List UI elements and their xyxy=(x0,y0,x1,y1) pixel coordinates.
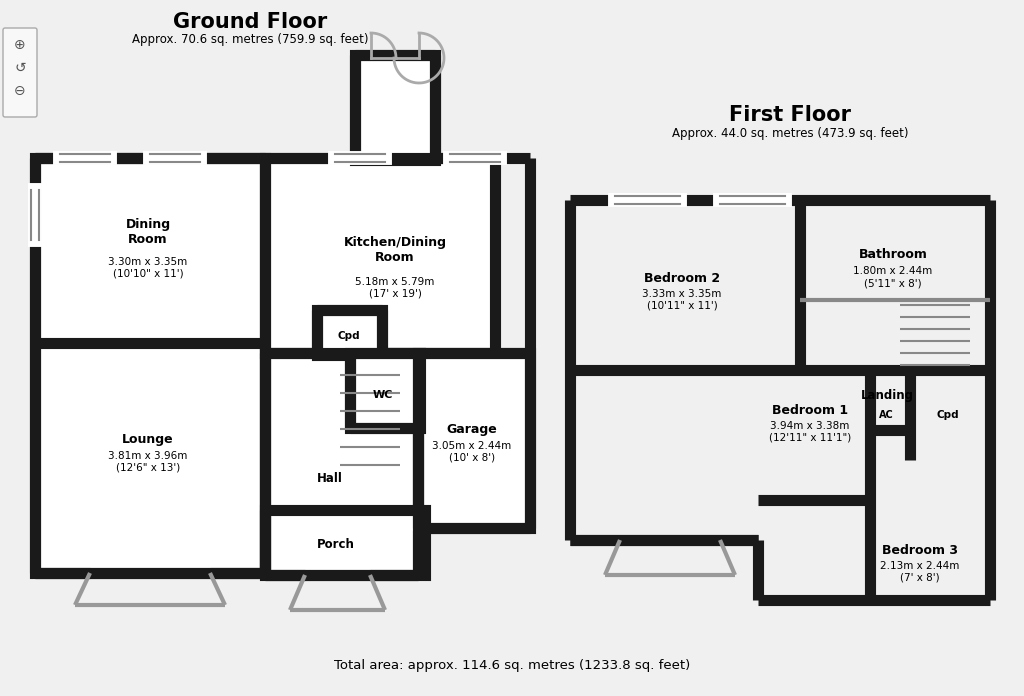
Text: Bedroom 2: Bedroom 2 xyxy=(644,271,720,285)
Text: Bedroom 1: Bedroom 1 xyxy=(772,404,848,416)
Text: First Floor: First Floor xyxy=(729,105,851,125)
Bar xyxy=(350,353,420,428)
Bar xyxy=(317,310,382,355)
Text: Ground Floor: Ground Floor xyxy=(173,12,327,32)
Text: Bedroom 3: Bedroom 3 xyxy=(882,544,958,557)
Text: Kitchen/Dining
Room: Kitchen/Dining Room xyxy=(343,236,446,264)
Bar xyxy=(418,353,530,528)
Bar xyxy=(265,510,425,575)
Text: (7' x 8'): (7' x 8') xyxy=(900,573,940,583)
Text: 2.13m x 2.44m: 2.13m x 2.44m xyxy=(881,561,959,571)
Text: ↺: ↺ xyxy=(14,61,26,75)
Text: (5'11" x 8'): (5'11" x 8') xyxy=(864,278,922,288)
FancyBboxPatch shape xyxy=(3,28,37,117)
Text: (12'11" x 11'1"): (12'11" x 11'1") xyxy=(769,433,851,443)
Text: (10' x 8'): (10' x 8') xyxy=(449,453,495,463)
Text: Porch: Porch xyxy=(317,539,355,551)
Text: 3.33m x 3.35m: 3.33m x 3.35m xyxy=(642,289,722,299)
Text: Approx. 70.6 sq. metres (759.9 sq. feet): Approx. 70.6 sq. metres (759.9 sq. feet) xyxy=(132,33,369,47)
Text: 3.05m x 2.44m: 3.05m x 2.44m xyxy=(432,441,512,451)
Text: ⊖: ⊖ xyxy=(14,84,26,98)
Bar xyxy=(265,158,495,353)
Text: ⊕: ⊕ xyxy=(14,38,26,52)
Text: 1.80m x 2.44m: 1.80m x 2.44m xyxy=(853,266,933,276)
Text: Hall: Hall xyxy=(317,471,343,484)
Text: Garage: Garage xyxy=(446,423,498,436)
Text: 3.81m x 3.96m: 3.81m x 3.96m xyxy=(109,451,187,461)
Bar xyxy=(355,55,435,160)
Text: AC: AC xyxy=(879,410,893,420)
Text: Approx. 44.0 sq. metres (473.9 sq. feet): Approx. 44.0 sq. metres (473.9 sq. feet) xyxy=(672,127,908,139)
Text: (10'10" x 11'): (10'10" x 11') xyxy=(113,269,183,279)
Text: 3.94m x 3.38m: 3.94m x 3.38m xyxy=(770,421,850,431)
Text: Bathroom: Bathroom xyxy=(858,248,928,262)
Text: Cpd: Cpd xyxy=(338,331,360,341)
Text: Cpd: Cpd xyxy=(937,410,959,420)
Text: Dining
Room: Dining Room xyxy=(125,218,171,246)
Bar xyxy=(265,353,420,573)
Text: 3.30m x 3.35m: 3.30m x 3.35m xyxy=(109,257,187,267)
Bar xyxy=(35,158,265,573)
Text: (12'6" x 13'): (12'6" x 13') xyxy=(116,463,180,473)
Text: 5.18m x 5.79m: 5.18m x 5.79m xyxy=(355,277,434,287)
Text: Landing: Landing xyxy=(860,388,913,402)
Text: Lounge: Lounge xyxy=(122,434,174,447)
Text: (10'11" x 11'): (10'11" x 11') xyxy=(646,301,718,311)
Text: WC: WC xyxy=(373,390,393,400)
Text: (17' x 19'): (17' x 19') xyxy=(369,289,422,299)
Text: Total area: approx. 114.6 sq. metres (1233.8 sq. feet): Total area: approx. 114.6 sq. metres (12… xyxy=(334,658,690,672)
